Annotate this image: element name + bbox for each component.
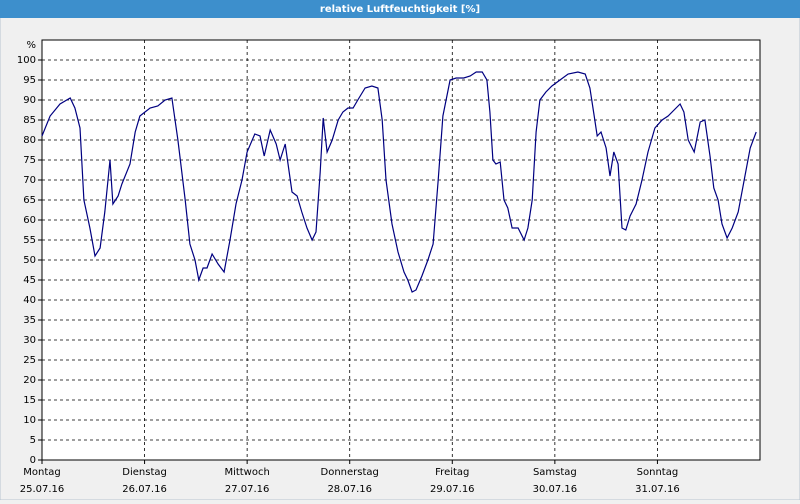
y-tick-label: 65 <box>23 195 36 206</box>
title-bar <box>0 0 800 18</box>
x-tick-label: Dienstag <box>122 467 167 478</box>
y-tick-label: 10 <box>23 415 36 426</box>
plot-area <box>42 40 760 460</box>
x-tick-label: Samstag <box>533 467 577 478</box>
plot-border <box>41 39 761 461</box>
y-tick-label: 0 <box>30 455 36 466</box>
y-tick-label: 60 <box>23 215 36 226</box>
x-tick-date: 31.07.16 <box>635 484 680 495</box>
y-tick-label: 20 <box>23 375 36 386</box>
x-tick-date: 30.07.16 <box>533 484 578 495</box>
x-tick-label: Freitag <box>435 467 469 478</box>
y-tick-label: 5 <box>30 435 36 446</box>
x-tick-label: Montag <box>23 467 60 478</box>
y-tick-label: 85 <box>23 115 36 126</box>
y-unit: % <box>26 40 36 51</box>
x-tick-date: 25.07.16 <box>20 484 65 495</box>
y-tick-label: 50 <box>23 255 36 266</box>
x-tick-label: Mittwoch <box>224 467 269 478</box>
y-tick-label: 95 <box>23 75 36 86</box>
y-tick-label: 75 <box>23 155 36 166</box>
y-tick-label: 35 <box>23 315 36 326</box>
y-tick-label: 55 <box>23 235 36 246</box>
y-tick-label: 15 <box>23 395 36 406</box>
x-tick-date: 27.07.16 <box>225 484 270 495</box>
x-tick-date: 26.07.16 <box>122 484 167 495</box>
y-tick-label: 100 <box>17 55 36 66</box>
chart-title: relative Luftfeuchtigkeit [%] <box>320 4 480 15</box>
y-tick-label: 80 <box>23 135 36 146</box>
x-tick-date: 29.07.16 <box>430 484 475 495</box>
humidity-line <box>41 71 757 293</box>
y-tick-label: 70 <box>23 175 36 186</box>
x-tick-date: 28.07.16 <box>327 484 372 495</box>
y-tick-label: 30 <box>23 335 36 346</box>
y-tick-label: 90 <box>23 95 36 106</box>
x-tick-label: Donnerstag <box>321 467 379 478</box>
y-tick-label: 45 <box>23 275 36 286</box>
y-tick-label: 40 <box>23 295 36 306</box>
x-tick-label: Sonntag <box>637 467 679 478</box>
y-tick-label: 25 <box>23 355 36 366</box>
